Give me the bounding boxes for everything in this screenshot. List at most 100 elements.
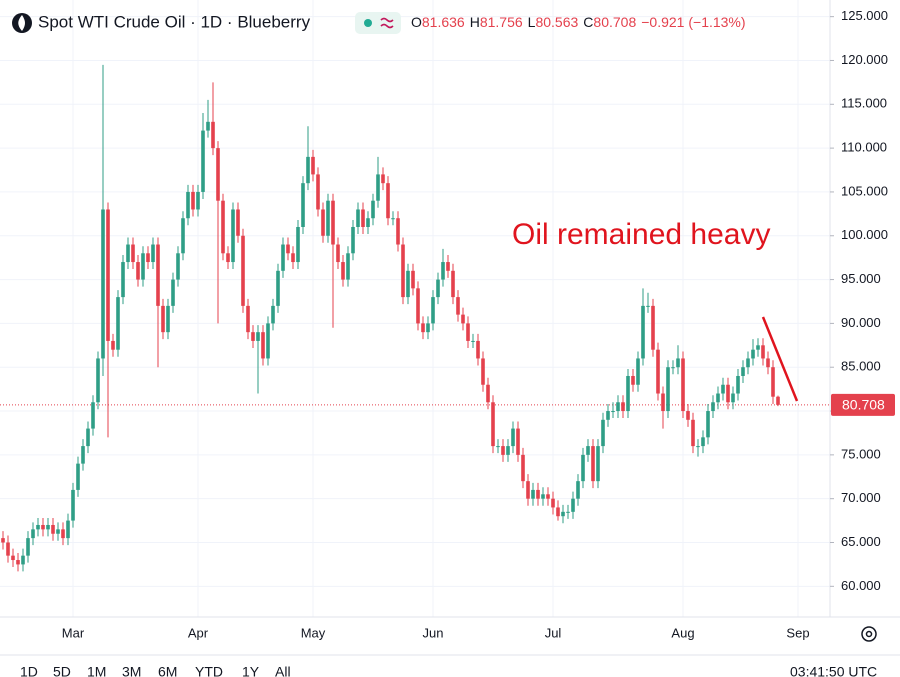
y-tick-label: 125.000: [841, 8, 888, 23]
candle-body: [746, 358, 750, 368]
y-tick-label: 90.000: [841, 315, 881, 330]
candle-body: [491, 402, 495, 447]
candle-body: [441, 262, 445, 280]
candle-body: [696, 446, 700, 448]
x-tick-label: Jun: [423, 625, 444, 640]
candle-body: [566, 511, 570, 513]
x-tick-label: May: [301, 625, 326, 640]
candle-body: [166, 305, 170, 333]
x-tick-label: Jul: [545, 625, 562, 640]
candle-body: [506, 446, 510, 455]
range-button[interactable]: 1Y: [242, 664, 260, 677]
candle-body: [571, 498, 575, 512]
candles: [1, 64, 780, 572]
range-button[interactable]: 3M: [122, 664, 141, 677]
y-tick-label: 85.000: [841, 359, 881, 374]
legend-value: 80.563: [535, 14, 578, 30]
candle-body: [151, 244, 155, 263]
candle-body: [291, 253, 295, 263]
candle-body: [616, 402, 620, 412]
range-button[interactable]: 1M: [87, 664, 106, 677]
candle-body: [511, 428, 515, 447]
candle-body: [776, 396, 780, 405]
candle-body: [766, 358, 770, 368]
candle-body: [436, 279, 440, 298]
x-tick-label: Sep: [786, 625, 809, 640]
candle-body: [141, 253, 145, 280]
candle-body: [356, 209, 360, 227]
y-tick-label: 60.000: [841, 578, 881, 593]
candle-body: [11, 555, 15, 561]
candle-body: [631, 375, 635, 385]
candle-body: [531, 489, 535, 499]
range-button[interactable]: YTD: [195, 664, 223, 677]
legend-value: 81.756: [480, 14, 523, 30]
y-tick-label: 70.000: [841, 490, 881, 505]
symbol-icon-drop: [18, 15, 25, 31]
candle-body: [236, 209, 240, 236]
y-tick-label: 100.000: [841, 227, 888, 242]
legend-label: H: [470, 14, 480, 30]
candle-body: [121, 262, 125, 298]
range-button[interactable]: 6M: [158, 664, 177, 677]
candle-body: [116, 297, 120, 350]
annotation: Oil remained heavy: [512, 218, 770, 251]
symbol-header: Spot WTI Crude Oil · 1D · Blueberry O81.…: [12, 12, 746, 34]
candle-body: [576, 481, 580, 499]
candle-body: [296, 226, 300, 263]
candle-body: [106, 209, 110, 341]
candle-body: [591, 446, 595, 482]
candle-body: [311, 156, 315, 175]
range-button[interactable]: 1D: [20, 664, 38, 677]
candle-body: [526, 481, 530, 499]
candle-body: [586, 446, 590, 455]
candle-body: [626, 375, 630, 412]
candle-body: [426, 323, 430, 333]
candle-body: [156, 244, 160, 306]
ohlc-legend: O81.636 H81.756 L80.563 C80.708 −0.921 (−1.1…: [411, 14, 746, 30]
candle-body: [331, 200, 335, 245]
candle-body: [671, 367, 675, 369]
candle-body: [306, 156, 310, 184]
legend-label: O: [411, 14, 422, 30]
candle-body: [1, 538, 5, 543]
candle-body: [406, 270, 410, 298]
candle-body: [56, 529, 60, 534]
candle-body: [651, 305, 655, 350]
settings-button[interactable]: [861, 626, 877, 642]
candle-body: [326, 200, 330, 236]
x-tick-label: Mar: [62, 625, 85, 640]
candle-body: [206, 121, 210, 131]
candle-body: [416, 288, 420, 324]
candle-body: [26, 538, 30, 556]
candle-body: [216, 148, 220, 201]
candle-body: [551, 498, 555, 508]
legend-change: −0.921 (−1.13%): [641, 14, 745, 30]
candle-body: [286, 244, 290, 254]
candle-body: [561, 511, 565, 517]
range-button[interactable]: All: [275, 664, 291, 677]
candle-body: [466, 323, 470, 341]
candle-body: [726, 384, 730, 403]
candle-body: [661, 393, 665, 412]
candle-body: [711, 402, 715, 412]
candle-body: [231, 209, 235, 263]
candle-body: [226, 253, 230, 263]
candle-body: [541, 494, 545, 499]
annotation-arrow: [761, 316, 799, 402]
status-dot: [364, 19, 372, 27]
candle-body: [691, 419, 695, 447]
candle-body: [751, 349, 755, 359]
candle-body: [176, 253, 180, 280]
candle-body: [666, 367, 670, 412]
candle-body: [256, 332, 260, 341]
candle-body: [71, 489, 75, 521]
candle-body: [346, 253, 350, 280]
candle-body: [201, 130, 205, 192]
x-tick-label: Apr: [188, 625, 209, 640]
candle-body: [521, 454, 525, 482]
range-button[interactable]: 5D: [53, 664, 71, 677]
candle-body: [681, 358, 685, 412]
candle-body: [131, 244, 135, 263]
candle-body: [366, 218, 370, 227]
